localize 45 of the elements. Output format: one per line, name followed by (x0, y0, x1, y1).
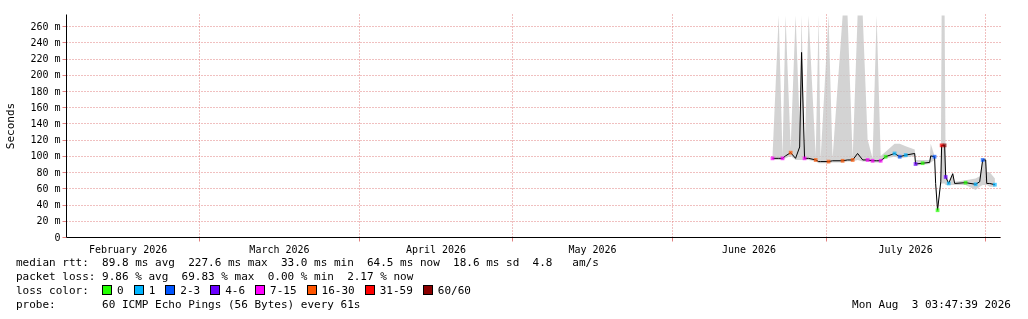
y-tick-label: 100 m (30, 150, 61, 162)
point (850, 158, 855, 162)
x-tick-label: June 2026 (721, 243, 777, 255)
x-tick-label: March 2026 (249, 243, 310, 255)
y-tick-label: 120 m (30, 134, 61, 146)
legend-label: 4-6 (224, 284, 246, 297)
y-tick-label: 60 m (36, 182, 61, 194)
point (943, 175, 948, 179)
y-tick-label: 0 (54, 231, 61, 243)
y-tick-label: 200 m (30, 69, 61, 81)
y-tick-label: 240 m (30, 36, 61, 48)
y-tick-label: 140 m (30, 117, 61, 129)
x-tick-label: May 2026 (568, 243, 617, 255)
point (813, 158, 818, 162)
legend-label: 2-3 (179, 284, 201, 297)
x-tick-label: July 2026 (878, 243, 933, 255)
text: packet loss: 9.86 % avg 69.83 % max 0.00 % min 2.17 % now (16, 270, 415, 284)
point (897, 154, 902, 159)
y-axis-title: Seconds (4, 102, 18, 150)
y-tick-label: 160 m (30, 101, 61, 113)
point (878, 158, 883, 163)
text: Mon Aug 3 03:47:39 2026 (852, 298, 1011, 311)
legend-label: 60/60 (436, 284, 471, 297)
point (865, 158, 870, 162)
legend-title: loss color: (16, 284, 90, 297)
legend-label: 31-59 (378, 284, 413, 297)
legend-label: 0 (116, 284, 124, 297)
y-tick-label: 20 m (36, 215, 61, 227)
y-tick-label: 180 m (30, 85, 61, 97)
x-tick-label: February 2026 (88, 243, 168, 255)
point (903, 153, 908, 157)
legend-label: 16-30 (320, 284, 355, 297)
text: probe: 60 ICMP Echo Pings (56 Bytes) every 61s (16, 298, 362, 312)
legend-label: 1 (147, 284, 156, 297)
y-tick-label: 220 m (30, 53, 61, 65)
point (980, 158, 985, 162)
legend-label: 7-15 (269, 284, 297, 297)
point (788, 150, 793, 155)
text: median rtt: 89.8 ms avg 227.6 ms max 33.0 ms min 64.5 ms now 18.6 ms sd 4.8 am/s (16, 256, 599, 270)
point (993, 182, 997, 187)
x-tick-label: April 2026 (405, 243, 467, 255)
y-tick-label: 40 m (36, 199, 61, 211)
line-series (771, 51, 996, 211)
y-tick-label: 80 m (36, 166, 61, 178)
y-tick-label: 260 m (30, 20, 61, 32)
